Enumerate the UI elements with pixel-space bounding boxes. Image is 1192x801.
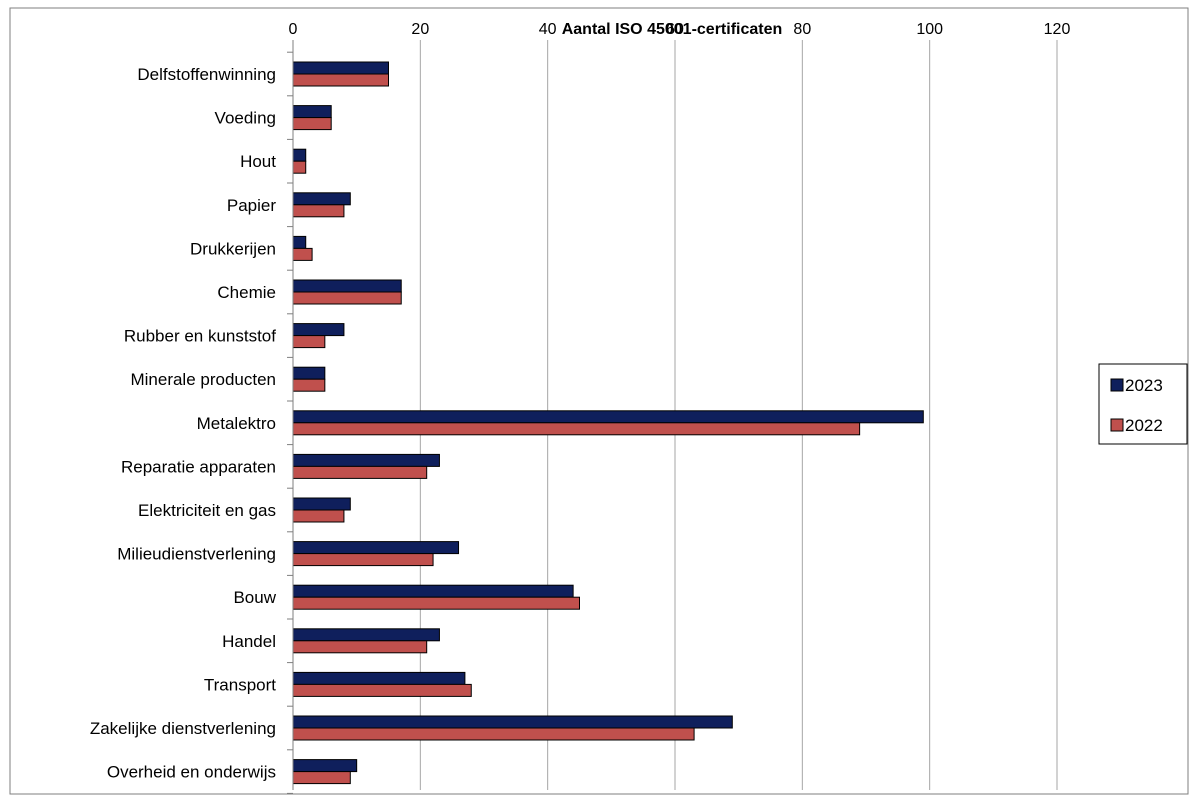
bar-2022 bbox=[292, 73, 389, 87]
axes: 0 20 40 60 80 100 120 Delfstoffenwinning Voeding… bbox=[90, 21, 1071, 794]
category-label: Voeding bbox=[215, 109, 276, 128]
category-label: Rubber en kunststof bbox=[124, 327, 276, 346]
bar-2023 bbox=[292, 279, 402, 293]
x-tick-label: 40 bbox=[539, 21, 557, 38]
category-label: Elektriciteit en gas bbox=[138, 501, 276, 520]
bar-2022 bbox=[292, 160, 307, 174]
bar-2022 bbox=[292, 378, 326, 392]
x-tick-label: 100 bbox=[916, 21, 943, 38]
bar-2022 bbox=[292, 683, 472, 697]
bar-2022 bbox=[292, 727, 695, 741]
x-tick-label: 120 bbox=[1044, 21, 1071, 38]
bar-2023 bbox=[292, 541, 460, 555]
bar-2022 bbox=[292, 553, 434, 567]
legend: 2023 2022 bbox=[1098, 363, 1188, 445]
x-tick-label: 20 bbox=[411, 21, 429, 38]
x-tick-label: 80 bbox=[793, 21, 811, 38]
category-label: Transport bbox=[204, 675, 276, 694]
bar-2022 bbox=[292, 596, 580, 610]
bar-2022 bbox=[292, 291, 402, 305]
bar-2022 bbox=[292, 422, 861, 436]
category-label: Reparatie apparaten bbox=[121, 457, 276, 476]
bar-2023 bbox=[292, 61, 389, 75]
bar-2022 bbox=[292, 640, 428, 654]
x-tick-label: 60 bbox=[666, 21, 684, 38]
category-label: Hout bbox=[240, 152, 276, 171]
bar-2023 bbox=[292, 366, 326, 380]
bar-2022 bbox=[292, 465, 428, 479]
bar-2023 bbox=[292, 497, 351, 511]
bar-2023 bbox=[292, 105, 332, 119]
bar-2023 bbox=[292, 148, 307, 162]
bar-2023 bbox=[292, 759, 358, 773]
legend-swatch bbox=[1110, 378, 1124, 392]
chart-border bbox=[9, 7, 1189, 795]
bar-2022 bbox=[292, 247, 313, 261]
legend-label: 2023 bbox=[1125, 376, 1163, 395]
bar-2023 bbox=[292, 235, 307, 249]
category-label: Delfstoffenwinning bbox=[137, 65, 276, 84]
bar-2023 bbox=[292, 410, 924, 424]
bar-2022 bbox=[292, 204, 345, 218]
legend-swatch bbox=[1110, 418, 1124, 432]
bar-2023 bbox=[292, 323, 345, 337]
bar-2022 bbox=[292, 117, 332, 131]
chart-title: Aantal ISO 45001-certificaten bbox=[562, 21, 783, 38]
bar-2023 bbox=[292, 628, 440, 642]
category-label: Milieudienstverlening bbox=[117, 545, 276, 564]
category-label: Minerale producten bbox=[130, 370, 276, 389]
bar-2023 bbox=[292, 192, 351, 206]
category-label: Overheid en onderwijs bbox=[107, 763, 276, 782]
category-label: Chemie bbox=[217, 283, 276, 302]
bar-2022 bbox=[292, 771, 351, 785]
bar-2023 bbox=[292, 715, 733, 729]
bar-2023 bbox=[292, 584, 574, 598]
x-tick-label: 0 bbox=[289, 21, 298, 38]
category-label: Metalektro bbox=[197, 414, 276, 433]
category-label: Zakelijke dienstverlening bbox=[90, 719, 276, 738]
category-label: Handel bbox=[222, 632, 276, 651]
bar-2023 bbox=[292, 671, 466, 685]
category-label: Bouw bbox=[233, 588, 276, 607]
category-label: Papier bbox=[227, 196, 276, 215]
category-label: Drukkerijen bbox=[190, 239, 276, 258]
bar-2023 bbox=[292, 453, 440, 467]
legend-label: 2022 bbox=[1125, 416, 1163, 435]
bar-2022 bbox=[292, 509, 345, 523]
bar-2022 bbox=[292, 335, 326, 349]
